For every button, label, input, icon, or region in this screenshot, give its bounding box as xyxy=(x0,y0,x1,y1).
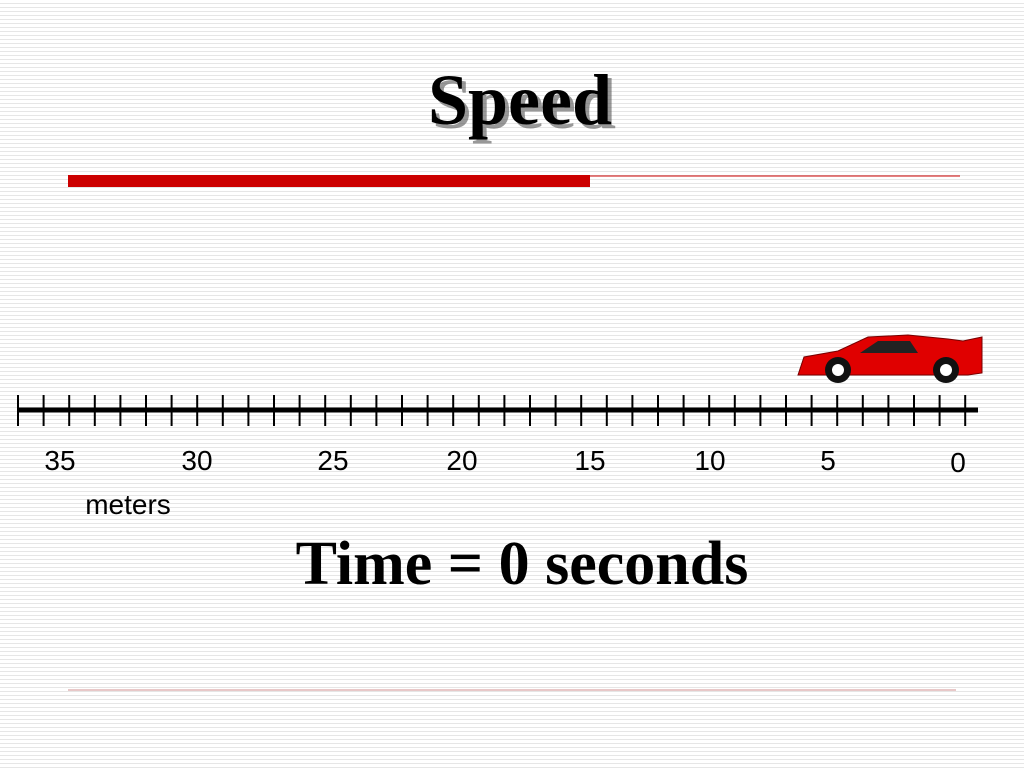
ruler-label: 25 xyxy=(317,445,348,476)
car-hub xyxy=(940,364,952,376)
ruler-label: 20 xyxy=(446,445,477,476)
time-caption: Time = 0 seconds xyxy=(296,530,749,598)
ruler-label: 15 xyxy=(574,445,605,476)
slide-title: Speed xyxy=(428,60,612,140)
car-window xyxy=(860,341,918,353)
title-shadow: Speed xyxy=(432,64,616,144)
unit-label: meters xyxy=(85,489,171,520)
ruler-labels: 35 30 25 20 15 10 5 0 xyxy=(44,445,965,478)
ruler-label: 10 xyxy=(694,445,725,476)
car xyxy=(797,334,983,383)
ruler-label: 0 xyxy=(950,447,966,478)
ruler-label: 35 xyxy=(44,445,75,476)
ruler-label: 5 xyxy=(820,445,836,476)
ruler-label: 30 xyxy=(181,445,212,476)
title-bar xyxy=(68,175,590,187)
car-hub xyxy=(832,364,844,376)
ruler xyxy=(17,395,978,426)
